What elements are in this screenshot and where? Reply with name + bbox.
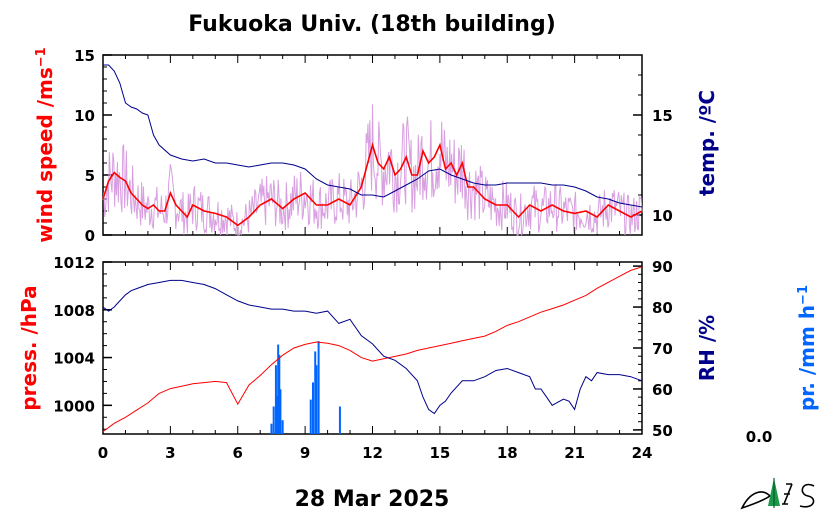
precipitation-bar	[274, 365, 277, 434]
chart-title: Fukuoka Univ. (18th building)	[188, 12, 556, 37]
wind-speed-axis-label-sup: −1	[34, 47, 49, 67]
bottom-panel: 1000 1004 1008 1012 50 60 70 80 90 0 3 6 9 12 15 18 21 24…	[17, 254, 819, 512]
precipitation-bar	[272, 406, 275, 434]
wind-speed-tick-label: 10	[74, 107, 95, 125]
bottom-axis-ticks: 1000 1004 1008 1012 50 60 70 80 90 0 3 6 9 12 15 18 21 24	[53, 254, 673, 462]
humidity-tick-label: 60	[652, 381, 673, 399]
precipitation-bar	[270, 423, 273, 434]
bottom-panel-frame	[102, 261, 643, 435]
hour-tick-label: 18	[497, 444, 518, 462]
date-label: 28 Mar 2025	[295, 487, 450, 512]
hour-tick-label: 6	[233, 444, 243, 462]
wind-gust-trace	[102, 104, 643, 236]
precipitation-bar	[281, 420, 284, 434]
precipitation-bar	[314, 351, 317, 434]
hour-tick-label: 21	[564, 444, 585, 462]
precipitation-bars	[270, 341, 341, 434]
wind-gust-line	[102, 104, 643, 236]
pressure-tick-label: 1012	[53, 254, 95, 272]
precipitation-axis-label-text: pr. /mm h	[795, 305, 819, 411]
top-panel: 0 5 10 15 10 15 wind speed /ms−1 temp. /ºC	[33, 47, 719, 245]
temperature-tick-label: 15	[652, 107, 673, 125]
top-axis-ticks: 0 5 10 15 10 15	[74, 47, 673, 245]
temperature-axis-label: temp. /ºC	[695, 90, 719, 196]
humidity-tick-label: 80	[652, 299, 673, 317]
precipitation-bar	[315, 365, 318, 434]
precipitation-bar	[279, 389, 282, 434]
wind-speed-axis-label-text: wind speed /ms	[33, 67, 57, 243]
hour-tick-label: 12	[362, 444, 383, 462]
precipitation-bar	[309, 399, 312, 434]
hour-tick-label: 9	[300, 444, 310, 462]
precipitation-axis-label-sup: −1	[796, 285, 811, 305]
precipitation-bar	[311, 382, 314, 434]
pressure-tick-label: 1008	[53, 302, 95, 320]
hour-tick-label: 24	[632, 444, 653, 462]
wind-speed-tick-label: 15	[74, 47, 95, 65]
hour-tick-label: 3	[165, 444, 175, 462]
pressure-tick-label: 1000	[53, 397, 95, 415]
humidity-line	[102, 279, 643, 415]
humidity-tick-label: 90	[652, 258, 673, 276]
precipitation-total: 0.0	[746, 428, 773, 446]
pressure-axis-label: press. /hPa	[17, 285, 41, 410]
temperature-tick-label: 10	[652, 207, 673, 225]
wind-speed-line	[102, 142, 643, 227]
temperature-line	[103, 64, 643, 208]
wind-speed-tick-label: 5	[85, 167, 95, 185]
pressure-tick-label: 1004	[53, 350, 95, 368]
humidity-axis-label: RH /%	[695, 315, 719, 381]
hour-tick-label: 0	[98, 444, 108, 462]
precipitation-bar	[317, 341, 320, 434]
hour-tick-label: 15	[429, 444, 450, 462]
precipitation-bar	[278, 354, 281, 434]
university-logo-icon	[740, 478, 815, 510]
precipitation-bar	[277, 344, 280, 434]
precipitation-axis-label: pr. /mm h−1	[795, 285, 819, 411]
wind-speed-tick-label: 0	[85, 227, 95, 245]
humidity-tick-label: 70	[652, 340, 673, 358]
humidity-tick-label: 50	[652, 422, 673, 440]
precipitation-bar	[338, 406, 341, 434]
pressure-line	[102, 266, 643, 433]
wind-speed-axis-label: wind speed /ms−1	[33, 47, 57, 242]
precipitation-bar	[276, 396, 279, 434]
